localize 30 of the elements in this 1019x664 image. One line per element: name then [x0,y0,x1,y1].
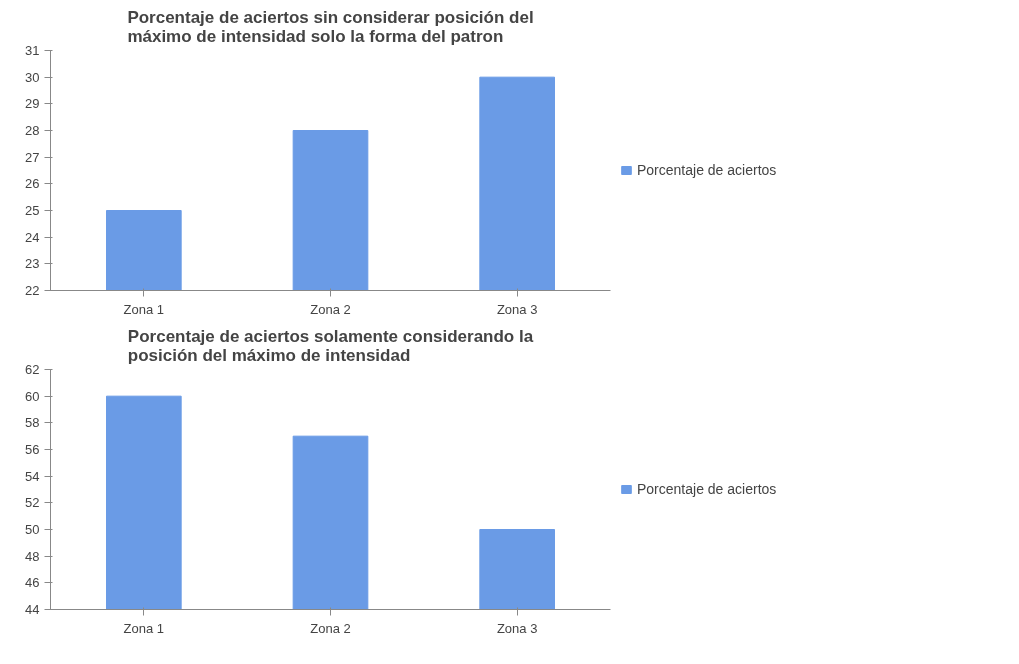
y-tick-label: 22 [25,283,40,298]
x-tick-label: Zona 2 [310,301,351,317]
y-tick-label: 31 [25,43,40,58]
y-tick-label: 60 [25,388,40,404]
chart-title: Porcentaje de aciertos solamente considerando la posición del máximo de intensidad [127,326,534,365]
x-tick-label: Zona 1 [123,620,165,636]
y-tick-label: 56 [25,442,40,457]
y-tick-label: 62 [25,362,40,377]
y-tick-label: 26 [25,176,40,192]
y-tick-label: 46 [25,575,40,591]
y-tick-label: 50 [25,522,40,537]
chart-title: Porcentaje de aciertos sin considerar posición del máximo de intensidad solo la forma del patron [127,7,534,46]
y-tick-label: 30 [25,69,40,85]
y-tick-label: 28 [25,123,40,138]
legend-label: Porcentaje de aciertos [637,481,777,497]
legend-label: Porcentaje de aciertos [637,162,777,178]
y-tick-label: 23 [25,256,40,272]
x-tick-label: Zona 1 [123,301,165,317]
y-tick-label: 25 [25,203,40,218]
y-tick-label: 52 [25,495,40,511]
x-tick-label: Zona 3 [496,301,538,317]
x-tick-label: Zona 2 [310,620,351,636]
x-tick-label: Zona 3 [496,620,538,636]
y-tick-label: 44 [25,602,40,617]
y-tick-label: 29 [25,96,40,112]
y-tick-label: 58 [25,415,40,431]
y-tick-label: 48 [25,548,40,564]
y-tick-label: 24 [25,229,40,245]
y-tick-label: 54 [25,468,40,484]
y-tick-label: 27 [25,149,40,165]
